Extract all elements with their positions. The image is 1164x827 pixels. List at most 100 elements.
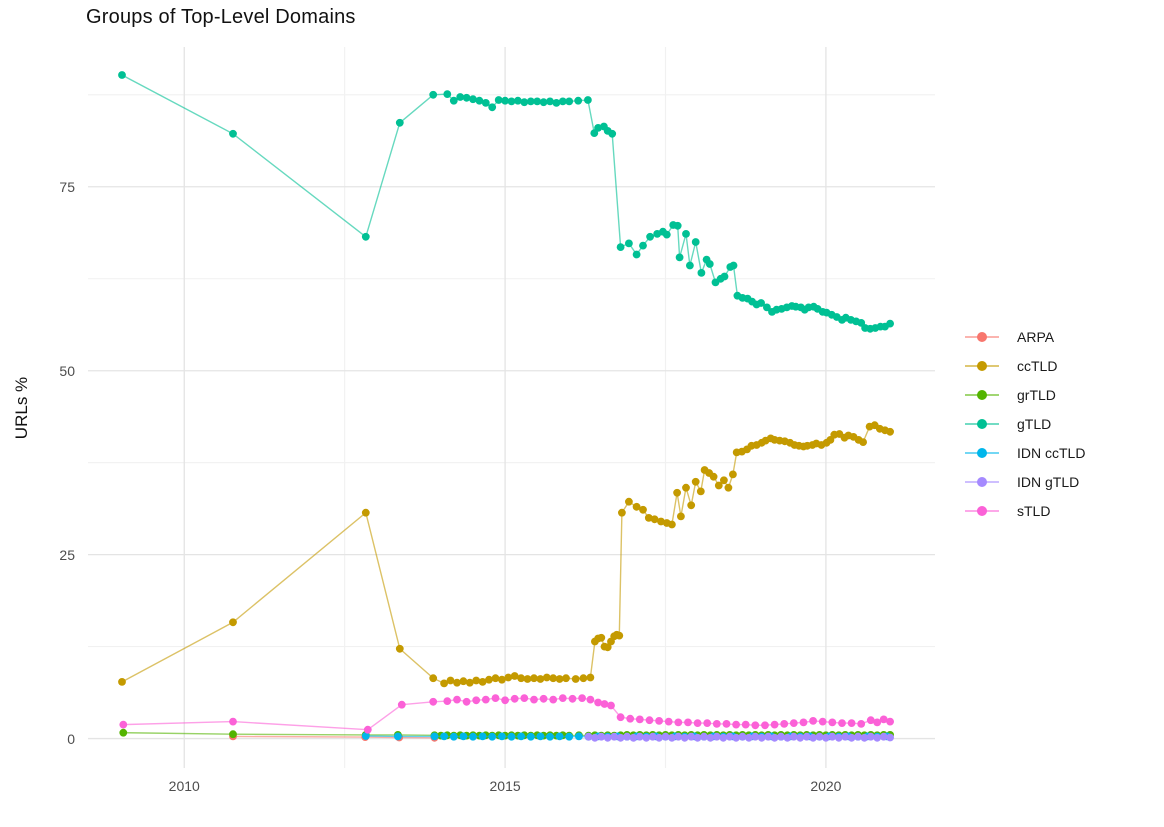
- data-point: [802, 732, 811, 741]
- data-point: [757, 733, 766, 742]
- legend-key-dot: [977, 476, 987, 487]
- data-point: [860, 733, 869, 742]
- data-point: [597, 732, 606, 741]
- data-point: [738, 732, 747, 741]
- data-point: [533, 97, 542, 106]
- data-point: [574, 96, 583, 105]
- data-point: [834, 733, 843, 742]
- data-point: [472, 676, 481, 685]
- data-point: [838, 719, 846, 727]
- data-point: [645, 716, 654, 725]
- data-point: [691, 238, 700, 246]
- data-point: [714, 481, 723, 490]
- data-point: [682, 483, 690, 492]
- data-point: [526, 97, 535, 106]
- data-point: [575, 732, 583, 741]
- data-point: [720, 272, 729, 281]
- data-point: [796, 733, 805, 742]
- data-point: [229, 618, 237, 627]
- data-point: [608, 129, 617, 138]
- data-point: [459, 732, 468, 741]
- y-tick-label: 50: [59, 362, 75, 379]
- data-point: [616, 713, 625, 722]
- data-point: [696, 487, 705, 496]
- data-point: [395, 118, 404, 127]
- data-point: [459, 677, 468, 686]
- data-point: [745, 733, 753, 742]
- legend-key-icon: [965, 504, 999, 518]
- data-point: [722, 720, 731, 728]
- data-point: [680, 733, 689, 742]
- data-point: [673, 221, 682, 230]
- data-point: [530, 695, 538, 704]
- data-point: [536, 675, 545, 683]
- data-point: [491, 674, 500, 683]
- data-point: [514, 96, 522, 105]
- data-point: [546, 97, 554, 106]
- data-point: [677, 512, 685, 521]
- data-point: [394, 732, 402, 741]
- chart-title: Groups of Top-Level Domains: [86, 6, 356, 28]
- data-point: [429, 90, 438, 99]
- data-point: [822, 733, 830, 742]
- data-point: [697, 269, 706, 277]
- legend-label: sTLD: [1017, 502, 1051, 519]
- data-point: [687, 501, 696, 510]
- data-point: [549, 695, 558, 704]
- data-point: [828, 718, 837, 727]
- data-point: [600, 700, 609, 708]
- data-point: [546, 732, 554, 741]
- data-point: [632, 250, 641, 259]
- grid-minor-lines: [88, 47, 935, 768]
- data-point: [705, 260, 714, 268]
- data-point: [520, 98, 529, 107]
- data-point: [586, 673, 595, 682]
- data-point: [485, 675, 493, 684]
- series-cctld: [118, 421, 894, 688]
- data-point: [446, 676, 455, 685]
- legend-item-arpa: ARPA: [965, 322, 1085, 351]
- data-point: [682, 230, 690, 238]
- legend-key-icon: [965, 475, 999, 489]
- data-point: [501, 696, 509, 705]
- data-point: [607, 701, 615, 710]
- data-point: [440, 732, 448, 741]
- data-point: [578, 694, 586, 702]
- data-point: [751, 721, 760, 730]
- data-point: [886, 427, 894, 436]
- data-point: [655, 717, 663, 725]
- data-point: [780, 720, 789, 728]
- series-line: [232, 735, 435, 739]
- y-tick-label: 25: [59, 546, 75, 563]
- data-point: [584, 732, 593, 741]
- data-point: [687, 732, 696, 741]
- data-point: [732, 733, 740, 742]
- data-point: [558, 97, 567, 106]
- data-point: [629, 733, 638, 742]
- data-point: [866, 716, 875, 725]
- data-point: [724, 483, 733, 492]
- data-point: [879, 715, 888, 724]
- data-point: [119, 720, 128, 729]
- legend-key-dot: [977, 389, 987, 400]
- data-point: [709, 472, 718, 481]
- data-series-group: [118, 71, 894, 742]
- data-point: [635, 732, 644, 741]
- data-point: [397, 700, 406, 709]
- data-point: [542, 673, 551, 682]
- data-point: [552, 99, 561, 107]
- data-point: [635, 715, 644, 724]
- data-point: [841, 732, 850, 741]
- data-point: [854, 732, 862, 741]
- data-point: [465, 678, 474, 687]
- data-point: [361, 232, 370, 241]
- legend-item-cctld: ccTLD: [965, 351, 1085, 380]
- data-point: [462, 697, 471, 706]
- data-point: [498, 675, 506, 684]
- legend-key-dot: [977, 331, 987, 342]
- data-point: [456, 93, 465, 101]
- data-point: [361, 508, 370, 517]
- data-point: [520, 694, 529, 702]
- data-point: [429, 697, 438, 706]
- x-tick-label: 2020: [810, 778, 842, 794]
